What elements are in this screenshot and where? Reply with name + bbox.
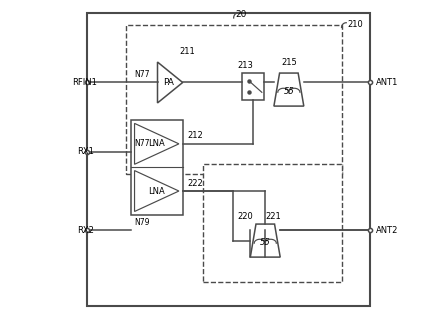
Text: 222: 222 (187, 179, 203, 188)
Text: 55: 55 (260, 238, 271, 247)
Polygon shape (135, 123, 179, 164)
Text: N77: N77 (134, 139, 150, 148)
Text: ANT2: ANT2 (376, 226, 398, 235)
Text: 20: 20 (235, 10, 246, 19)
Text: RX2: RX2 (77, 226, 94, 235)
Text: N79: N79 (134, 218, 150, 227)
Text: 221: 221 (265, 212, 281, 221)
Text: ANT1: ANT1 (376, 78, 398, 87)
Bar (242, 73, 265, 100)
Polygon shape (135, 171, 179, 211)
Text: 215: 215 (281, 58, 297, 67)
Bar (126, 25, 341, 174)
Text: 213: 213 (238, 61, 254, 70)
Bar (203, 164, 341, 282)
Text: RFIN1: RFIN1 (72, 78, 97, 87)
Text: RX1: RX1 (77, 147, 94, 156)
Polygon shape (158, 62, 182, 103)
Bar (131, 120, 182, 215)
Text: 212: 212 (187, 131, 203, 141)
Text: 211: 211 (179, 46, 195, 56)
Text: 55: 55 (283, 87, 294, 96)
Text: 210: 210 (348, 20, 364, 29)
Polygon shape (274, 73, 304, 106)
Text: N77: N77 (134, 70, 150, 79)
Text: LNA: LNA (148, 186, 165, 196)
Polygon shape (250, 224, 280, 257)
Text: PA: PA (163, 78, 174, 87)
Text: 220: 220 (238, 212, 254, 221)
Text: LNA: LNA (148, 139, 165, 148)
